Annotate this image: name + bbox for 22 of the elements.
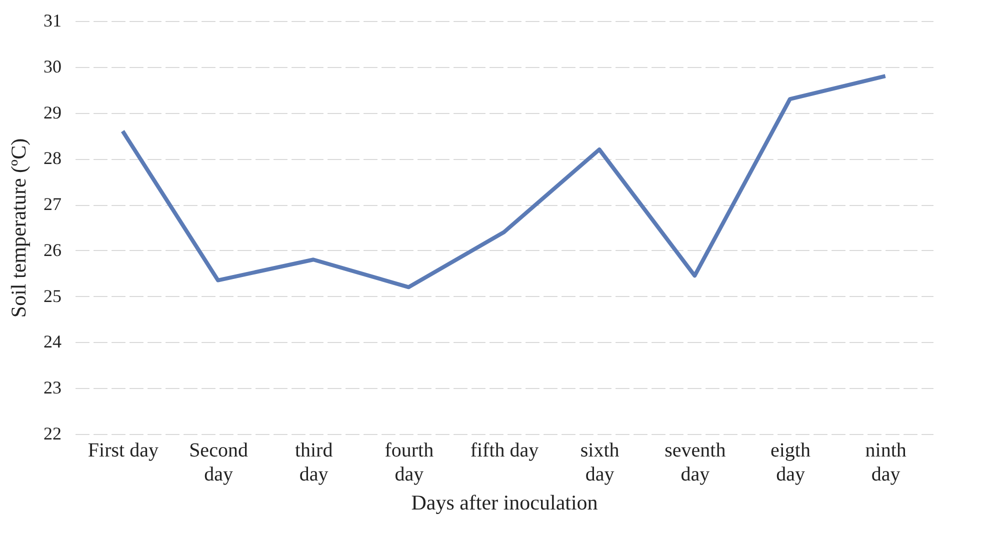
y-tick-label: 25 bbox=[44, 286, 62, 306]
x-tick-label: ninth day bbox=[865, 440, 906, 486]
y-tick-label: 23 bbox=[44, 378, 62, 398]
line-series bbox=[120, 74, 888, 290]
y-tick-label: 29 bbox=[44, 102, 62, 122]
x-axis-title: Days after inoculation bbox=[411, 490, 598, 514]
x-tick-label: sixth day bbox=[580, 440, 620, 486]
x-tick-label: Second day bbox=[189, 440, 248, 486]
y-tick-label: 31 bbox=[44, 10, 62, 30]
y-axis-title: Soil temperature (ºC) bbox=[6, 138, 30, 318]
y-tick-label: 24 bbox=[44, 332, 62, 352]
y-tick-label: 30 bbox=[44, 56, 62, 76]
x-tick-label: fifth day bbox=[470, 440, 539, 462]
x-tick-label: First day bbox=[88, 440, 158, 462]
y-tick-label: 27 bbox=[44, 194, 62, 214]
x-tick-label: fourth day bbox=[384, 440, 434, 486]
x-tick-label: third day bbox=[294, 440, 333, 486]
x-tick-label: seventh day bbox=[664, 440, 726, 486]
y-tick-label: 26 bbox=[44, 240, 62, 260]
y-tick-label: 28 bbox=[44, 148, 62, 168]
y-tick-label: 22 bbox=[44, 424, 62, 444]
x-tick-label: eigth day bbox=[770, 440, 810, 486]
